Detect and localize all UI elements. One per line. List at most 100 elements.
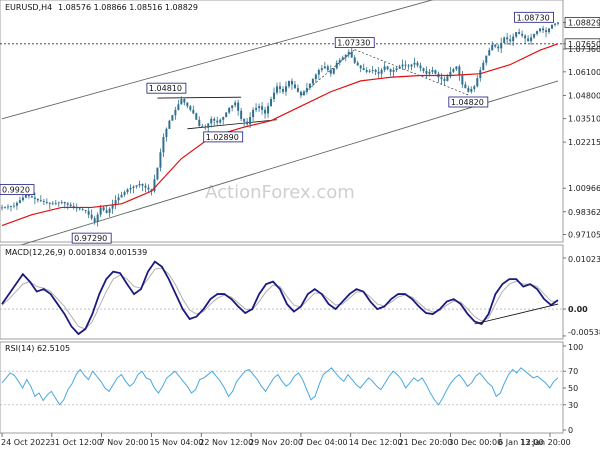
candle-body <box>135 185 138 187</box>
candle-body <box>240 110 243 119</box>
candle-body <box>102 207 105 211</box>
candle-body <box>308 83 311 89</box>
x-tick-label: 29 Nov 20:00 <box>249 438 303 447</box>
candle-body <box>84 210 87 212</box>
candle-body <box>72 206 75 208</box>
price-tick-label: 1.07650 <box>568 40 600 49</box>
candle-body <box>506 37 509 40</box>
candle-body <box>267 106 270 114</box>
candle-body <box>551 24 554 29</box>
candle-body <box>186 102 189 107</box>
candle-body <box>168 120 171 129</box>
candle-body <box>195 113 198 120</box>
annotation-label: 1.08730 <box>517 13 550 22</box>
candle-body <box>9 206 12 207</box>
candle-body <box>512 36 515 42</box>
macd-pane: MACD(12,26,9) 0.001834 0.001539 0.010232… <box>0 244 600 340</box>
candle-body <box>368 70 371 72</box>
candle-body <box>192 109 195 114</box>
candle-body <box>329 70 332 74</box>
candle-body <box>557 22 559 24</box>
candle-body <box>30 196 33 198</box>
candle-body <box>401 64 404 67</box>
macd-tick-label: 0.00 <box>568 305 588 314</box>
chart-symbol: EURUSD,H4 <box>5 3 52 12</box>
candle-body <box>42 201 45 203</box>
watermark: ActionForex.com <box>205 182 355 203</box>
candle-body <box>314 74 317 80</box>
price-pane: EURUSD,H4 1.08576 1.08866 1.08516 1.0882… <box>0 0 600 252</box>
candle-body <box>111 204 114 209</box>
candle-body <box>90 214 93 219</box>
candle-body <box>485 55 488 63</box>
candle-body <box>150 189 153 192</box>
candle-body <box>449 71 452 77</box>
candle-body <box>114 200 117 205</box>
candle-body <box>296 88 299 92</box>
candle-body <box>24 194 27 198</box>
price-tick-label: 1.03510 <box>568 115 600 124</box>
candle-body <box>159 152 162 168</box>
price-tick-label: 1.00966 <box>568 184 600 193</box>
candle-body <box>380 70 383 74</box>
candle-body <box>440 77 443 80</box>
candle-body <box>126 189 129 193</box>
candle-body <box>78 208 81 210</box>
candle-body <box>54 202 57 204</box>
candle-body <box>290 80 293 85</box>
x-axis: 24 Oct 2022 31 Oct 12:007 Nov 20:00 15 Nov… <box>1 433 571 447</box>
annotation-box <box>71 232 112 244</box>
macd-tick-label: -0.005389 <box>568 328 600 337</box>
candle-body <box>243 118 246 122</box>
annotation-box <box>448 96 489 108</box>
macd-trendline <box>474 303 559 325</box>
zigzag-dash-1 <box>354 49 469 96</box>
candle-body <box>261 106 264 110</box>
x-tick-label: 21 Dec 20:00 <box>399 438 453 447</box>
candle-body <box>276 86 279 93</box>
candle-body <box>545 30 548 33</box>
candle-body <box>117 197 120 201</box>
candle-body <box>204 127 207 128</box>
candle-body <box>299 91 302 96</box>
candle-body <box>48 202 51 204</box>
candle-body <box>183 98 186 103</box>
annotation-label: 1.02890 <box>206 133 239 142</box>
candle-body <box>431 70 434 72</box>
candle-body <box>201 126 204 127</box>
flag-top-line <box>157 96 242 99</box>
candle-body <box>323 66 326 69</box>
candle-body <box>123 192 126 195</box>
candle-body <box>305 88 308 92</box>
annotation-box <box>334 37 375 49</box>
candle-body <box>338 60 341 63</box>
candle-body <box>249 117 252 125</box>
candle-body <box>51 203 54 205</box>
channel-line-upper <box>1 0 434 120</box>
candle-body <box>6 206 9 208</box>
rsi-tick-label: 0 <box>568 426 573 435</box>
rsi-tick-label: 50 <box>568 384 578 393</box>
macd-main-line <box>1 260 559 336</box>
candle-body <box>105 210 108 213</box>
candle-body <box>255 108 258 110</box>
price-tick-label: 1.07360 <box>568 45 600 54</box>
candle-body <box>362 68 365 71</box>
candle-body <box>359 65 362 69</box>
rsi-title: RSI(14) 62.5105 <box>5 344 70 353</box>
x-tick-label: 6 Jan 12:00 <box>498 438 544 447</box>
x-tick-label: 7 Dec 04:00 <box>299 438 348 447</box>
candle-body <box>27 194 30 197</box>
candle-body <box>386 66 389 70</box>
candle-body <box>347 51 350 55</box>
candle-body <box>198 119 201 127</box>
candle-body <box>273 92 276 99</box>
candle-body <box>371 70 374 71</box>
candle-body <box>428 71 431 74</box>
rsi-tick-label: 30 <box>568 401 578 410</box>
candle-body <box>548 28 551 33</box>
candle-body <box>147 187 150 190</box>
candle-body <box>69 204 72 207</box>
candle-body <box>210 118 213 124</box>
annotation-box <box>146 82 187 94</box>
